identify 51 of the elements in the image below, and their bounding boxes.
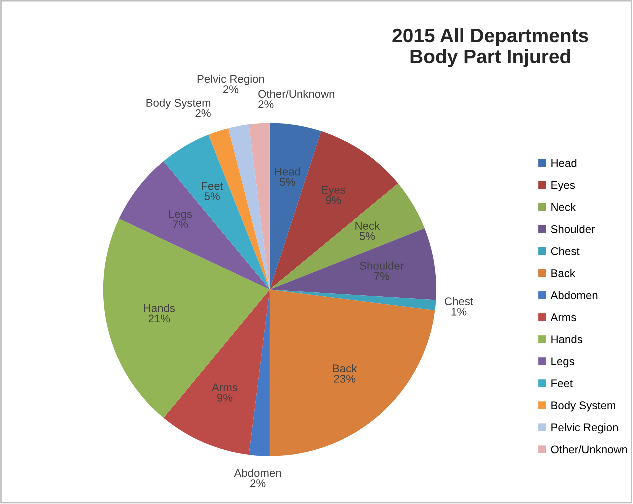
data-label: 5% xyxy=(360,232,376,240)
pie-slice xyxy=(228,124,270,290)
data-label: 5% xyxy=(280,178,296,186)
slice-label: Feet xyxy=(202,182,224,190)
data-label: 9% xyxy=(326,196,342,204)
legend-label: Shoulder xyxy=(551,225,596,234)
pie-slice xyxy=(270,290,436,456)
data-label: 2% xyxy=(196,110,211,118)
pie-slice xyxy=(164,134,270,290)
slice-label: Shoulder xyxy=(360,262,404,270)
slice-label: Other/Unknown xyxy=(258,90,335,98)
chart-title: 2015 All Departments Body Part Injured xyxy=(392,28,588,68)
data-label: 7% xyxy=(173,220,188,228)
legend-label: Hands xyxy=(552,335,582,344)
slice-label: Hands xyxy=(144,304,176,312)
slice-label: Arms xyxy=(212,384,238,392)
slice-label: Head xyxy=(275,168,300,176)
data-label: 21% xyxy=(148,314,170,323)
slice-label: Abdomen xyxy=(234,468,282,478)
data-label: 5% xyxy=(204,192,220,200)
slice-label: Neck xyxy=(356,222,380,230)
legend-label: Arms xyxy=(550,314,576,322)
slice-label: Eyes xyxy=(322,186,346,196)
pie-slice xyxy=(270,228,437,300)
legend-label: Chest xyxy=(551,247,580,256)
legend-label: Back xyxy=(552,269,576,278)
legend-label: Pelvic Region xyxy=(552,423,618,434)
data-label: 2% xyxy=(250,480,266,488)
slice-label: Pelvic Region xyxy=(198,74,264,86)
legend-label: Feet xyxy=(552,380,573,388)
data-label: 2% xyxy=(258,100,274,108)
legend-label: Other/Unknown xyxy=(551,445,628,454)
legend-label: Legs xyxy=(552,358,574,368)
data-label: 2% xyxy=(223,86,239,94)
slice-label: Back xyxy=(333,364,358,373)
legend-label: Head xyxy=(552,159,577,168)
slice-label: Body System xyxy=(146,98,211,110)
pie-slice xyxy=(270,123,322,290)
data-label: 1% xyxy=(452,308,467,316)
legend-label: Neck xyxy=(552,203,576,212)
data-label: 9% xyxy=(217,394,233,402)
slice-label: Legs xyxy=(169,210,192,220)
slice-label: Chest xyxy=(445,297,474,306)
pie-slice xyxy=(249,123,270,290)
legend-label: Abdomen xyxy=(550,291,598,300)
pie-slice xyxy=(249,290,270,456)
pie-slice xyxy=(119,161,270,290)
data-label: 7% xyxy=(374,272,390,280)
legend-label: Eyes xyxy=(552,182,576,192)
legend-label: Body System xyxy=(552,401,616,412)
data-label: 23% xyxy=(334,375,356,383)
